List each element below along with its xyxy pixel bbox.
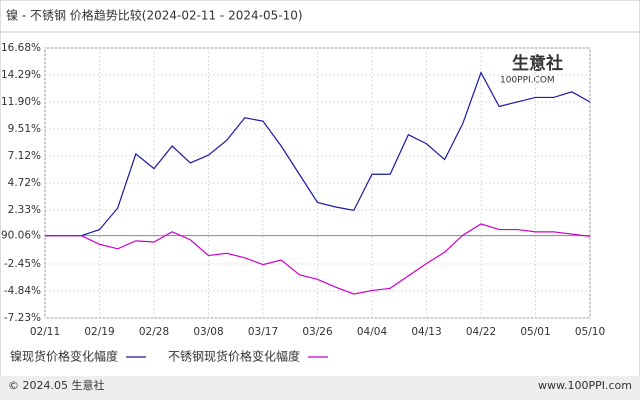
watermark: 生意社 [512,53,563,74]
y-tick-label: 14.29% [1,69,41,81]
x-tick-label: 02/11 [30,326,60,338]
watermark-sub: 100PPI.COM [500,76,555,86]
footer-left: © 2024.05 生意社 [8,378,104,392]
series-line [45,223,591,295]
chart-title: 镍 - 不锈钢 价格趋势比较(2024-02-11 - 2024-05-10) [6,8,303,23]
x-tick-label: 03/08 [193,326,223,338]
y-tick-label: -7.23% [4,312,41,324]
legend-label: 不锈钢现货价格变化幅度 [168,349,300,364]
y-tick-label: -2.45% [4,258,41,270]
x-tick-label: 05/01 [520,326,550,338]
x-tick-label: 03/17 [248,326,278,338]
x-tick-label: 03/26 [302,326,333,338]
y-tick-label: 2.33% [8,204,41,216]
y-tick-label: 9.51% [8,123,41,135]
x-tick-label: 02/19 [84,326,114,338]
y-tick-label: 16.68% [1,42,41,54]
x-tick-label: 04/22 [466,326,496,338]
y-tick-label: 90.06% [1,230,41,242]
y-tick-label: 7.12% [8,150,41,162]
x-tick-label: 02/28 [139,326,169,338]
x-tick-label: 04/13 [411,326,441,338]
footer-right: www.100PPI.com [538,379,632,392]
y-tick-label: -4.84% [4,285,41,297]
y-tick-label: 11.90% [1,96,41,108]
legend-label: 镍现货价格变化幅度 [10,349,118,364]
series-line [45,71,591,237]
x-tick-label: 04/04 [357,326,388,338]
footer-bar [0,376,640,400]
y-tick-label: 4.72% [8,177,41,189]
x-tick-label: 05/10 [575,326,605,338]
